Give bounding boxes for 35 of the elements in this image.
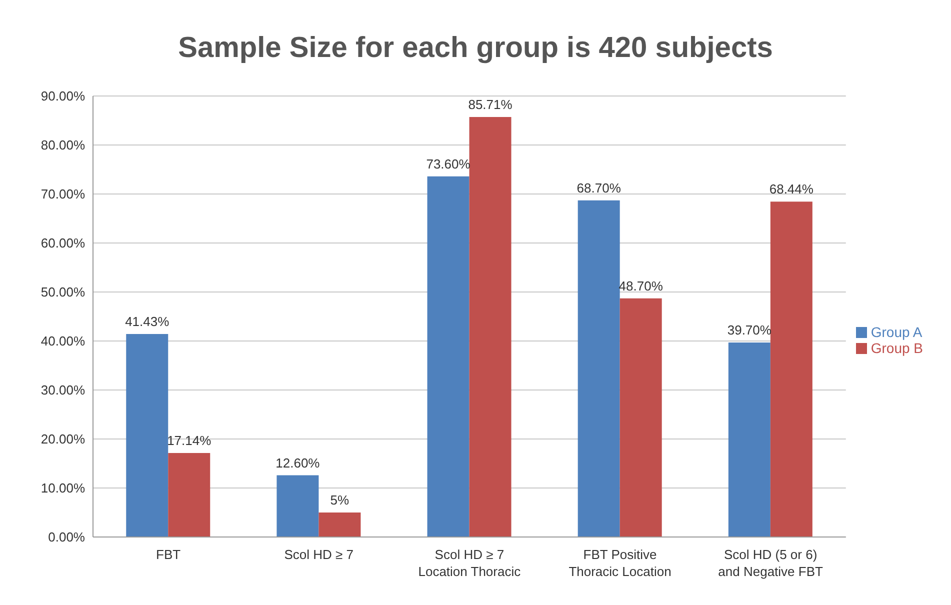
y-tick-label: 90.00% [40,88,86,104]
chart-title: Sample Size for each group is 420 subjects [177,31,774,66]
data-label: 41.43% [125,314,170,329]
data-label: 68.70% [576,180,622,196]
bar [578,200,620,537]
data-label: 5% [330,492,350,508]
bar [770,202,812,537]
y-tick-label: 60.00% [40,236,86,251]
y-tick-label: 40.00% [40,334,86,349]
data-label: 68.44% [769,182,814,197]
bar [318,512,361,537]
bar [469,117,512,537]
y-tick-label: 20.00% [40,432,86,447]
y-tick-label: 80.00% [40,138,86,153]
legend-label: Group A [870,324,922,340]
bar [427,176,470,537]
bar [276,475,319,537]
y-tick-label: 0.00% [48,530,86,545]
y-tick-label: 70.00% [40,186,86,202]
x-tick-label: FBT [156,547,181,562]
y-tick-label: 30.00% [40,382,86,398]
data-label: 85.71% [468,97,513,112]
bar [168,453,210,537]
bar [728,342,770,537]
bar [126,334,168,537]
data-label: 12.60% [276,455,320,470]
data-label: 17.14% [167,433,212,448]
bar [620,298,662,537]
x-tick-label: Scol HD ≥ 7 Location Thoracic [418,547,522,579]
y-tick-label: 10.00% [40,480,86,496]
x-tick-label: Scol HD ≥ 7 [284,547,354,562]
x-tick-label: Scol HD (5 or 6) and Negative FBT [718,547,824,579]
legend-label: Group B [870,340,923,356]
x-tick-label: FBT Positive Thoracic Location [568,547,672,579]
y-tick-label: 50.00% [40,284,86,300]
